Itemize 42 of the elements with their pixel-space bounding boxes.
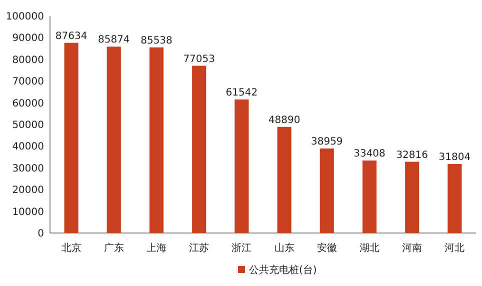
data-label: 33408 [354,148,386,160]
x-tick-label: 广东 [104,242,124,254]
y-tick-label: 40000 [12,142,44,153]
data-label: 48890 [268,114,300,126]
bar [192,66,206,233]
data-label: 77053 [183,54,216,65]
bar [405,162,420,233]
y-tick-label: 30000 [12,163,44,174]
bar [320,148,334,233]
y-tick-label: 50000 [12,120,44,131]
x-tick-label: 浙江 [232,242,252,254]
x-tick-label: 安徽 [316,242,337,254]
y-tick-label: 90000 [12,33,44,44]
legend-label: 公共充电桩(台) [249,264,317,276]
x-tick-label: 河南 [402,242,422,254]
data-label: 31804 [438,152,471,163]
data-label: 85538 [140,35,172,46]
x-tick-label: 湖北 [360,242,380,254]
y-tick-label: 20000 [12,185,44,196]
bar [362,160,377,233]
x-tick-label: 江苏 [189,242,210,254]
data-label: 32816 [396,150,428,161]
y-tick-label: 0 [38,228,44,240]
x-tick-label: 北京 [61,242,82,254]
y-tick-label: 60000 [12,98,44,110]
y-tick-label: 80000 [12,54,44,66]
bar [448,164,462,233]
bar [64,42,78,233]
y-tick-label: 100000 [6,12,44,22]
bar [234,99,249,233]
data-label: 38959 [310,136,343,148]
x-tick-label: 河北 [444,242,465,254]
y-tick-label: 10000 [12,206,44,218]
data-label: 87634 [55,30,88,42]
bar [106,46,121,233]
data-label: 85874 [98,34,130,46]
bar [277,126,292,233]
y-tick-label: 70000 [12,76,44,88]
data-label: 61542 [226,87,258,98]
bar [149,47,164,233]
x-tick-label: 山东 [274,242,294,254]
x-tick-label: 上海 [146,242,166,254]
